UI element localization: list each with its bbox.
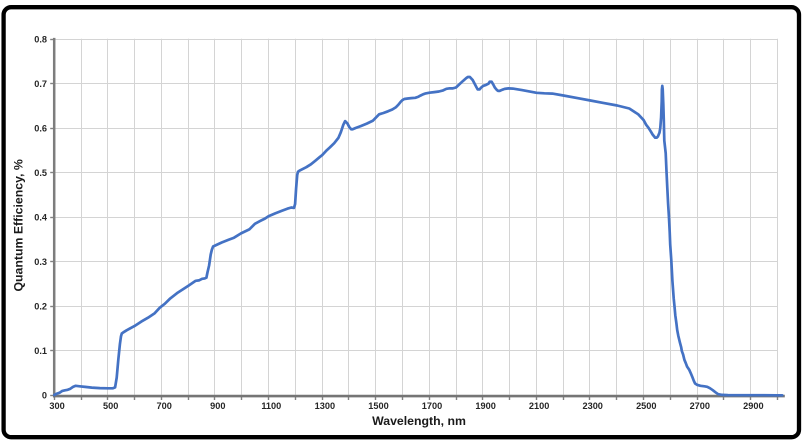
svg-text:0.6: 0.6 xyxy=(34,124,47,134)
svg-text:2300: 2300 xyxy=(582,401,602,411)
svg-text:2100: 2100 xyxy=(529,401,549,411)
svg-text:0.8: 0.8 xyxy=(34,35,47,45)
svg-text:0.5: 0.5 xyxy=(34,168,47,178)
svg-text:0.3: 0.3 xyxy=(34,257,47,267)
svg-text:2500: 2500 xyxy=(636,401,656,411)
svg-text:1900: 1900 xyxy=(475,401,495,411)
svg-text:900: 900 xyxy=(210,401,225,411)
svg-text:2700: 2700 xyxy=(690,401,710,411)
svg-text:0: 0 xyxy=(42,391,47,401)
svg-text:0.1: 0.1 xyxy=(34,346,47,356)
svg-text:0.4: 0.4 xyxy=(34,213,48,223)
svg-text:1300: 1300 xyxy=(315,401,335,411)
svg-text:Wavelength, nm: Wavelength, nm xyxy=(372,414,466,428)
svg-text:1700: 1700 xyxy=(422,401,442,411)
svg-text:0.2: 0.2 xyxy=(34,302,47,312)
svg-text:500: 500 xyxy=(103,401,118,411)
svg-text:300: 300 xyxy=(49,401,64,411)
svg-text:0.7: 0.7 xyxy=(34,79,47,89)
svg-text:700: 700 xyxy=(157,401,172,411)
svg-text:Quantum Efficiency, %: Quantum Efficiency, % xyxy=(11,159,25,291)
svg-text:1100: 1100 xyxy=(261,401,281,411)
svg-text:1500: 1500 xyxy=(368,401,388,411)
svg-text:2900: 2900 xyxy=(743,401,763,411)
